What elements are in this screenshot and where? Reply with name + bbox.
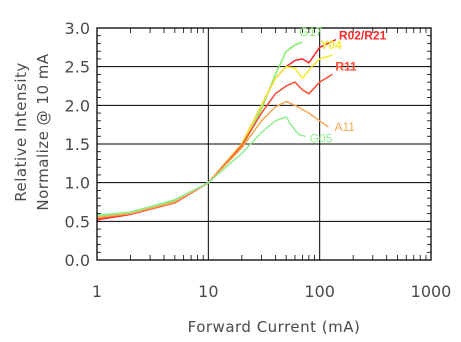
y-tick-label: 0.5 [65, 212, 90, 231]
y-tick-label: 3.0 [65, 19, 90, 38]
y-axis-label-line2: Normalize @ 10 mA [34, 53, 52, 211]
series-label-g05: G05 [310, 131, 333, 145]
y-axis-label-line1: Relative Intensity [12, 62, 30, 202]
y-tick-label: 1.5 [65, 135, 90, 154]
y-tick-label: 0.0 [65, 251, 90, 270]
x-tick-label: 100 [304, 282, 335, 301]
x-tick-label: 1000 [411, 282, 452, 301]
x-tick-label: 10 [198, 282, 218, 301]
series-label-r02-r21: R02/R21 [339, 29, 387, 43]
y-tick-label: 1.0 [65, 174, 90, 193]
series-label-y04: Y04 [320, 38, 342, 52]
series-line-y04 [96, 54, 333, 219]
series-line-g17 [96, 41, 303, 217]
plot-frame [96, 27, 432, 261]
x-axis-label: Forward Current (mA) [188, 318, 361, 336]
series-label-a11: A11 [334, 120, 355, 134]
y-tick-label: 2.0 [65, 96, 90, 115]
grid [97, 27, 431, 261]
y-tick-label: 2.5 [65, 58, 90, 77]
series-line-g05 [96, 116, 306, 216]
series-label-r11: R11 [335, 59, 357, 73]
x-tick-label: 1 [92, 282, 102, 301]
series-line-r11 [96, 73, 333, 220]
tick-labels: 1 10 100 1000 0.0 0.5 1.0 1.5 2.0 2.5 3.0 [65, 19, 452, 301]
series-label-g17: G17 [299, 25, 322, 39]
series-layer [96, 38, 337, 221]
series-line-a11 [96, 100, 329, 219]
